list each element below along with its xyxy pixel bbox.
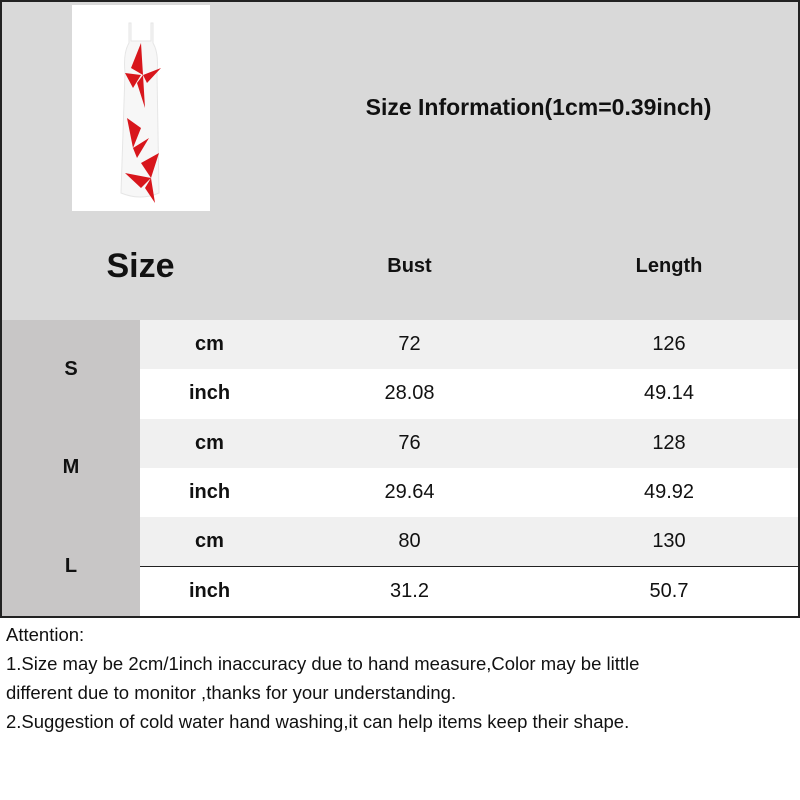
length-value-cell: 49.92 — [540, 467, 800, 520]
length-value-cell: 130 — [540, 517, 800, 569]
length-label: Length — [635, 255, 703, 277]
bust-value-cell: 31.2 — [279, 566, 542, 618]
unit-label: inch — [188, 481, 231, 504]
size-label: S — [64, 357, 78, 380]
length-value: 126 — [652, 333, 686, 356]
bust-value: 28.08 — [384, 382, 435, 405]
size-label: L — [64, 554, 78, 577]
bust-label: Bust — [387, 255, 432, 277]
unit-label: cm — [195, 530, 224, 553]
unit-cell: cm — [140, 418, 281, 470]
length-value-cell: 126 — [540, 320, 800, 372]
length-value-cell: 50.7 — [540, 566, 800, 618]
bust-value-cell: 76 — [279, 418, 542, 470]
product-image — [71, 4, 210, 211]
length-value: 49.14 — [643, 382, 695, 405]
unit-label: inch — [188, 579, 231, 602]
unit-cell: inch — [140, 369, 281, 421]
attention-notes: Attention: 1.Size may be 2cm/1inch inacc… — [6, 620, 796, 736]
bust-value: 76 — [398, 431, 421, 454]
dress-image — [119, 22, 161, 203]
bust-value-cell: 72 — [279, 320, 542, 372]
column-header-length: Length — [540, 213, 800, 322]
product-image-cell — [0, 0, 281, 215]
bust-value: 72 — [398, 333, 421, 356]
bust-value-cell: 28.08 — [279, 369, 542, 421]
title-cell: Size Information(1cm=0.39inch) — [279, 0, 800, 215]
bust-value: 29.64 — [384, 481, 435, 504]
column-header-bust: Bust — [279, 213, 542, 322]
size-cell-L: L — [0, 517, 142, 618]
size-cell-S: S — [0, 320, 142, 421]
length-value: 128 — [652, 431, 686, 454]
length-value-cell: 49.14 — [540, 369, 800, 421]
size-label: M — [62, 456, 80, 479]
size-cell-M: M — [0, 418, 142, 520]
note-line: Attention: — [6, 624, 85, 645]
unit-cell: inch — [140, 566, 281, 618]
length-value: 130 — [652, 530, 686, 553]
length-value-cell: 128 — [540, 418, 800, 470]
unit-label: inch — [188, 382, 231, 405]
bust-value-cell: 29.64 — [279, 467, 542, 520]
bust-value-cell: 80 — [279, 517, 542, 569]
note-line: 1.Size may be 2cm/1inch inaccuracy due t… — [6, 653, 640, 674]
unit-label: cm — [195, 333, 224, 356]
bust-value: 31.2 — [390, 579, 429, 602]
size-header-label: Size — [106, 247, 175, 285]
unit-cell: cm — [140, 320, 281, 372]
unit-cell: cm — [140, 517, 281, 569]
length-value: 50.7 — [649, 579, 689, 602]
bust-value: 80 — [398, 530, 421, 553]
note-line: different due to monitor ,thanks for you… — [6, 682, 457, 703]
unit-cell: inch — [140, 467, 281, 520]
page-title: Size Information(1cm=0.39inch) — [365, 94, 712, 120]
note-line: 2.Suggestion of cold water hand washing,… — [6, 711, 630, 732]
size-header: Size — [0, 213, 281, 322]
length-value: 49.92 — [643, 481, 695, 504]
unit-label: cm — [195, 431, 224, 454]
